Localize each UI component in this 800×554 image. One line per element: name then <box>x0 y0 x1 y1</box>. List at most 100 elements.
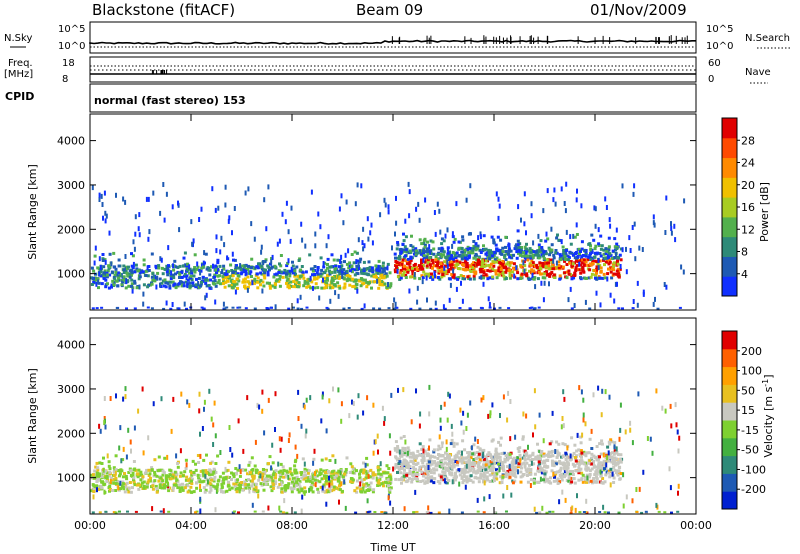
range-cell <box>568 469 572 473</box>
range-cell <box>106 282 109 286</box>
range-cell <box>199 469 203 473</box>
range-cell <box>616 473 620 477</box>
range-cell <box>506 485 509 490</box>
range-cell <box>562 252 566 256</box>
range-cell <box>579 250 582 253</box>
range-cell <box>575 449 579 453</box>
range-cell <box>613 261 616 265</box>
range-cell <box>230 486 234 490</box>
range-cell <box>401 258 405 262</box>
range-cell <box>595 457 599 460</box>
range-cell <box>415 477 419 481</box>
range-cell <box>105 275 109 279</box>
range-cell <box>434 273 436 279</box>
range-cell <box>445 462 449 466</box>
range-cell <box>103 416 106 421</box>
range-cell <box>569 234 572 240</box>
range-cell <box>461 235 465 239</box>
range-cell <box>618 436 621 442</box>
range-cell <box>103 396 106 401</box>
range-cell <box>604 252 608 255</box>
range-cell <box>655 502 658 508</box>
range-cell <box>532 263 536 267</box>
range-cell <box>465 197 468 203</box>
range-cell <box>313 273 317 276</box>
range-cell <box>125 454 128 460</box>
range-cell <box>405 262 409 266</box>
range-cell <box>594 480 597 484</box>
range-cell <box>457 240 461 244</box>
range-cell <box>337 387 340 393</box>
range-cell <box>382 484 385 488</box>
range-cell <box>378 280 382 283</box>
range-cell <box>541 254 545 258</box>
range-cell <box>590 428 593 434</box>
range-cell <box>405 461 409 464</box>
range-cell <box>517 246 521 249</box>
range-cell <box>112 251 116 255</box>
range-cell <box>637 391 640 397</box>
range-cell <box>119 480 122 486</box>
range-cell <box>396 243 400 247</box>
range-cell <box>455 463 459 467</box>
range-cell <box>196 261 199 267</box>
range-cell <box>276 241 279 247</box>
range-cell <box>204 252 208 256</box>
range-cell <box>202 264 206 268</box>
range-cell <box>508 255 512 259</box>
range-cell <box>477 235 480 241</box>
range-cell <box>463 248 467 252</box>
range-cell <box>515 468 518 472</box>
range-cell <box>376 484 380 487</box>
range-cell <box>422 456 426 460</box>
range-cell <box>432 448 436 452</box>
range-cell <box>597 463 601 467</box>
range-cell <box>524 254 528 258</box>
range-cell <box>96 266 100 270</box>
range-cell <box>399 247 403 251</box>
range-cell <box>476 445 480 449</box>
range-cell <box>352 401 355 406</box>
range-cell <box>600 481 604 485</box>
range-cell <box>327 234 330 240</box>
range-cell <box>468 451 472 455</box>
range-cell <box>332 258 336 262</box>
range-cell <box>247 264 250 268</box>
range-cell <box>262 468 265 471</box>
range-cell <box>506 458 510 462</box>
range-cell <box>461 450 463 456</box>
range-cell <box>224 476 228 480</box>
range-cell <box>422 247 426 251</box>
range-cell <box>457 450 461 454</box>
range-cell <box>584 260 588 264</box>
range-cell <box>198 474 202 478</box>
range-cell <box>304 243 307 249</box>
range-cell <box>295 471 299 475</box>
range-cell <box>499 268 503 271</box>
range-cell <box>591 260 595 263</box>
range-cell <box>321 394 324 400</box>
range-cell <box>348 413 351 419</box>
range-cell <box>338 484 341 488</box>
range-cell <box>202 458 206 462</box>
range-cell <box>363 490 367 494</box>
range-cell <box>476 510 480 513</box>
range-cell <box>223 285 227 289</box>
range-cell <box>257 493 260 499</box>
range-cell <box>444 481 448 485</box>
range-cell <box>416 251 420 255</box>
range-cell <box>403 447 407 450</box>
range-cell <box>502 266 506 270</box>
range-cell <box>448 454 451 458</box>
range-cell <box>589 252 592 256</box>
range-cell <box>316 268 320 272</box>
range-cell <box>177 200 179 206</box>
range-cell <box>399 471 403 475</box>
range-cell <box>366 395 369 401</box>
range-cell <box>525 230 527 236</box>
range-cell <box>655 388 658 394</box>
range-cell <box>175 473 179 476</box>
range-cell <box>188 271 191 275</box>
range-cell <box>400 454 404 458</box>
range-cell <box>612 476 616 480</box>
